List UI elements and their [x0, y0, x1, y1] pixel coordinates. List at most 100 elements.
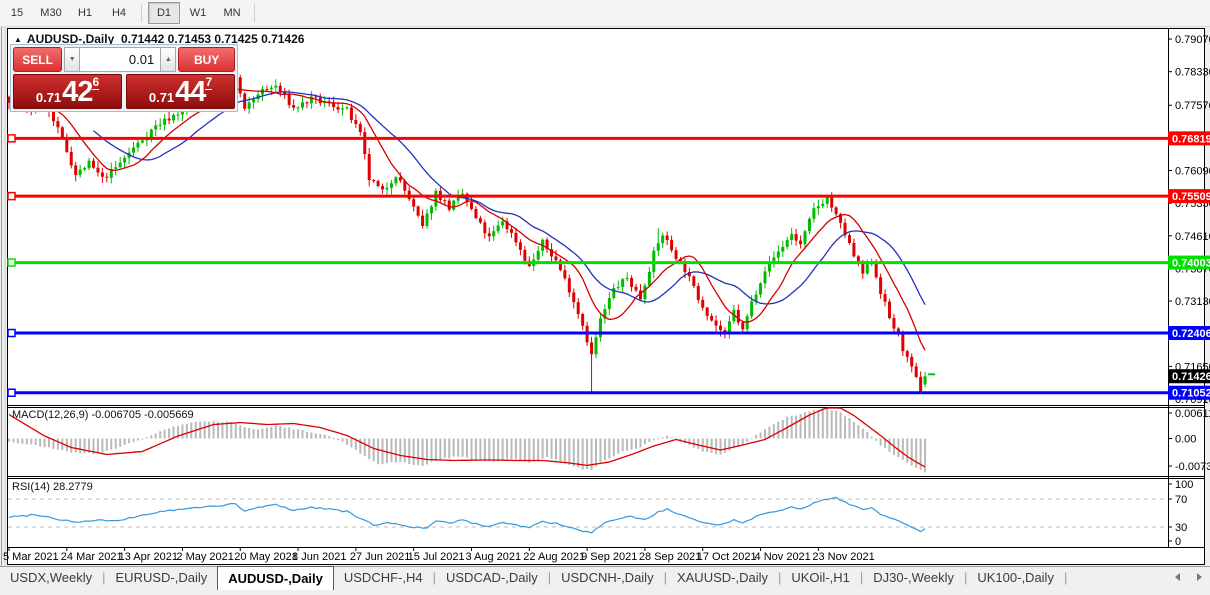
- tab-xauusd-daily[interactable]: XAUUSD-,Daily: [676, 570, 768, 585]
- rsi-axis-labels: 100 70 30 0: [1168, 479, 1193, 548]
- timeframe-button-mn[interactable]: MN: [223, 7, 241, 19]
- svg-text:5 Mar 2021: 5 Mar 2021: [3, 551, 59, 563]
- chevron-up-icon: ▲: [164, 56, 172, 63]
- rsi-indicator-label: RSI(14) 28.2779: [12, 481, 93, 493]
- tab-usdchf-h4[interactable]: USDCHF-,H4: [343, 570, 423, 585]
- chart-window[interactable]: [7, 28, 1205, 565]
- svg-text:17 Oct 2021: 17 Oct 2021: [697, 551, 757, 563]
- tab-eurusd-daily[interactable]: EURUSD-,Daily: [115, 570, 208, 585]
- macd-indicator-label: MACD(12,26,9) -0.006705 -0.005669: [12, 409, 194, 421]
- macd-signal-line: [8, 407, 926, 468]
- tab-scroll-left-button[interactable]: [1166, 567, 1188, 587]
- tab-separator: |: [102, 570, 106, 585]
- tab-usdx-weekly[interactable]: USDX,Weekly: [10, 570, 93, 585]
- collapse-triangle-icon[interactable]: ▲: [14, 35, 22, 44]
- svg-text:2 May 2021: 2 May 2021: [176, 551, 233, 563]
- svg-text:0.71426: 0.71426: [1172, 371, 1210, 383]
- svg-text:0.71052: 0.71052: [1172, 388, 1210, 400]
- tab-separator: |: [547, 570, 552, 585]
- volume-increase-button[interactable]: ▲: [160, 47, 177, 72]
- timeframe-button-h1[interactable]: H1: [77, 7, 93, 19]
- ask-price-marker: [928, 373, 936, 376]
- sell-button[interactable]: SELL: [13, 47, 63, 72]
- buy-button[interactable]: BUY: [178, 47, 236, 72]
- tab-separator: |: [1063, 570, 1068, 585]
- price-line-label-0.75509: 0.75509: [1168, 189, 1210, 204]
- chevron-down-icon: ▼: [68, 56, 76, 63]
- tab-usdcad-daily[interactable]: USDCAD-,Daily: [446, 570, 538, 585]
- line-handle[interactable]: [7, 258, 16, 267]
- line-handle[interactable]: [7, 191, 16, 201]
- svg-text:8 Jun 2021: 8 Jun 2021: [292, 551, 346, 563]
- tab-separator: |: [663, 570, 667, 585]
- svg-text:0.72406: 0.72406: [1172, 328, 1210, 340]
- ma-fast-line: [48, 88, 926, 351]
- current-price-label: 0.71426: [1168, 369, 1210, 384]
- chart-ohlc-header: ▲ AUDUSD-,Daily 0.71442 0.71453 0.71425 0…: [14, 32, 304, 46]
- svg-text:28 Sep 2021: 28 Sep 2021: [639, 551, 701, 563]
- toolbar-separator: [254, 4, 255, 22]
- price-line-label-0.71052: 0.71052: [1168, 385, 1210, 400]
- svg-text:100: 100: [1175, 479, 1193, 491]
- tab-uk100-daily[interactable]: UK100-,Daily: [977, 570, 1054, 585]
- svg-text:0.006111: 0.006111: [1175, 408, 1210, 420]
- svg-text:0.74003: 0.74003: [1172, 258, 1210, 270]
- macd-histogram: [8, 408, 927, 473]
- price-line-label-0.76819: 0.76819: [1168, 131, 1210, 146]
- timeframe-toolbar: 15 M30 H1 H4 D1 W1 MN: [0, 0, 1210, 27]
- svg-text:0.76819: 0.76819: [1172, 133, 1210, 145]
- buy-price-button[interactable]: 0.71 44 7: [126, 74, 235, 109]
- svg-text:70: 70: [1175, 494, 1187, 506]
- tab-separator: |: [777, 570, 782, 585]
- tab-audusd-daily[interactable]: AUDUSD-,Daily: [217, 566, 334, 590]
- buy-price-pip: 7: [205, 75, 213, 90]
- svg-text:15 Jul 2021: 15 Jul 2021: [408, 551, 465, 563]
- rsi-line: [8, 496, 926, 534]
- tab-separator: |: [859, 570, 864, 585]
- sell-price-button[interactable]: 0.71 42 6: [13, 74, 122, 109]
- sell-price-pip: 6: [92, 75, 100, 90]
- line-handle[interactable]: [7, 134, 16, 143]
- volume-decrease-button[interactable]: ▼: [64, 47, 81, 72]
- timeframe-button-m30[interactable]: M30: [40, 7, 62, 19]
- volume-input[interactable]: [80, 47, 161, 72]
- timeframe-button-w1[interactable]: W1: [189, 7, 207, 19]
- tab-separator: |: [432, 570, 436, 585]
- svg-text:0.00: 0.00: [1175, 434, 1196, 446]
- svg-text:23 Nov 2021: 23 Nov 2021: [812, 551, 874, 563]
- svg-text:30: 30: [1175, 522, 1187, 534]
- price-line-label-0.72406: 0.72406: [1168, 326, 1210, 341]
- buy-price-prefix: 0.71: [148, 90, 175, 105]
- svg-text:9 Sep 2021: 9 Sep 2021: [581, 551, 637, 563]
- price-line-label-0.74003: 0.74003: [1168, 255, 1210, 270]
- chevron-right-icon: [1196, 573, 1202, 581]
- tab-usdcnh-daily[interactable]: USDCNH-,Daily: [561, 570, 654, 585]
- tab-dj30-weekly[interactable]: DJ30-,Weekly: [873, 570, 954, 585]
- svg-text:0: 0: [1175, 536, 1181, 548]
- chevron-left-icon: [1174, 573, 1180, 581]
- toolbar-separator: [141, 4, 142, 22]
- line-handle[interactable]: [7, 328, 16, 338]
- svg-text:20 May 2021: 20 May 2021: [234, 551, 298, 563]
- svg-text:0.75509: 0.75509: [1172, 191, 1210, 203]
- line-handle[interactable]: [7, 388, 16, 397]
- svg-text:13 Apr 2021: 13 Apr 2021: [119, 551, 178, 563]
- timeframe-button-d1[interactable]: D1: [148, 2, 180, 24]
- sell-price-prefix: 0.71: [35, 90, 62, 105]
- svg-text:27 Jun 2021: 27 Jun 2021: [350, 551, 411, 563]
- tab-scroll-right-button[interactable]: [1188, 567, 1210, 587]
- tab-ukoil-h1[interactable]: UKOil-,H1: [791, 570, 850, 585]
- timeframe-button-15[interactable]: 15: [10, 7, 24, 19]
- timeframe-button-h4[interactable]: H4: [111, 7, 127, 19]
